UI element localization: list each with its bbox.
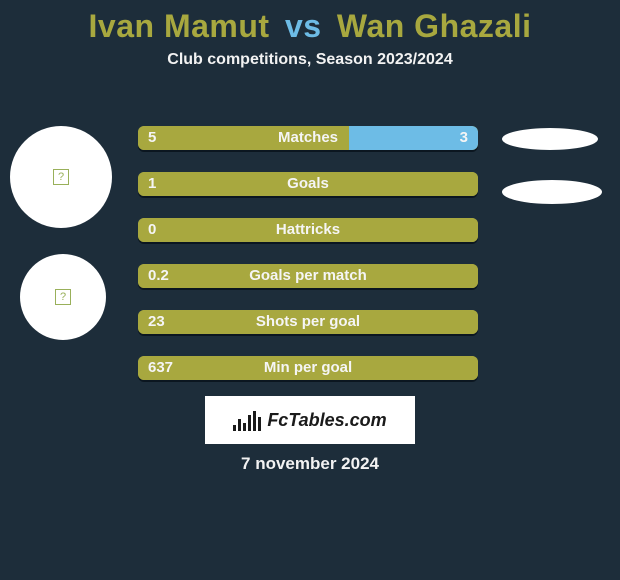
stat-value-left: 637 (148, 356, 173, 380)
player1-name: Ivan Mamut (89, 8, 270, 44)
footer-logo: FcTables.com (205, 396, 415, 444)
avatars-right (502, 128, 602, 204)
image-placeholder-icon: ? (53, 169, 69, 185)
stat-value-left: 23 (148, 310, 165, 334)
avatars-left: ?? (10, 126, 112, 340)
subtitle: Club competitions, Season 2023/2024 (0, 51, 620, 69)
stat-label: Goals (138, 172, 478, 196)
stat-row: Goals1 (138, 172, 478, 196)
date-label: 7 november 2024 (0, 454, 620, 474)
player1-avatar: ? (10, 126, 112, 228)
stat-value-left: 1 (148, 172, 156, 196)
vs-label: vs (285, 8, 322, 44)
stat-label: Hattricks (138, 218, 478, 242)
stat-row: Goals per match0.2 (138, 264, 478, 288)
player2-name: Wan Ghazali (337, 8, 532, 44)
comparison-card: Ivan Mamut vs Wan Ghazali Club competiti… (0, 0, 620, 580)
logo-bars-icon (233, 409, 261, 431)
image-placeholder-icon: ? (55, 289, 71, 305)
stat-value-left: 5 (148, 126, 156, 150)
stat-value-right: 3 (460, 126, 468, 150)
player2-club-avatar (502, 180, 602, 204)
footer-text: FcTables.com (267, 410, 386, 431)
stat-value-left: 0 (148, 218, 156, 242)
stats-bars: Matches5 3 Goals1 Hattricks0 Goals per match… (138, 126, 478, 402)
stat-row: Shots per goal23 (138, 310, 478, 334)
player2-avatar (502, 128, 598, 150)
stat-value-left: 0.2 (148, 264, 169, 288)
stat-row: Hattricks0 (138, 218, 478, 242)
stat-row: Matches5 3 (138, 126, 478, 150)
player1-club-avatar: ? (20, 254, 106, 340)
stat-label: Shots per goal (138, 310, 478, 334)
page-title: Ivan Mamut vs Wan Ghazali (0, 0, 620, 45)
stat-label: Goals per match (138, 264, 478, 288)
stat-label: Matches (138, 126, 478, 150)
stat-label: Min per goal (138, 356, 478, 380)
stat-row: Min per goal637 (138, 356, 478, 380)
